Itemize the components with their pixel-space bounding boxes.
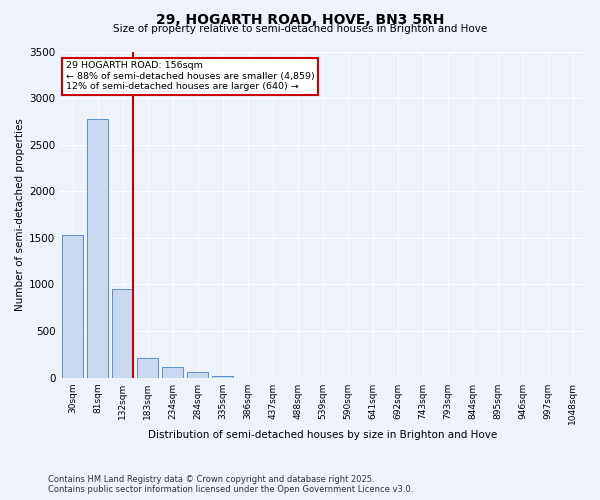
Text: Contains HM Land Registry data © Crown copyright and database right 2025.
Contai: Contains HM Land Registry data © Crown c… [48,474,413,494]
X-axis label: Distribution of semi-detached houses by size in Brighton and Hove: Distribution of semi-detached houses by … [148,430,497,440]
Y-axis label: Number of semi-detached properties: Number of semi-detached properties [15,118,25,311]
Bar [187,372,208,378]
Bar [112,289,133,378]
Bar [87,118,109,378]
Bar [162,368,184,378]
Bar [137,358,158,378]
Bar [212,376,233,378]
Text: 29 HOGARTH ROAD: 156sqm
← 88% of semi-detached houses are smaller (4,859)
12% of: 29 HOGARTH ROAD: 156sqm ← 88% of semi-de… [65,62,314,91]
Text: 29, HOGARTH ROAD, HOVE, BN3 5RH: 29, HOGARTH ROAD, HOVE, BN3 5RH [156,12,444,26]
Text: Size of property relative to semi-detached houses in Brighton and Hove: Size of property relative to semi-detach… [113,24,487,34]
Bar [62,235,83,378]
